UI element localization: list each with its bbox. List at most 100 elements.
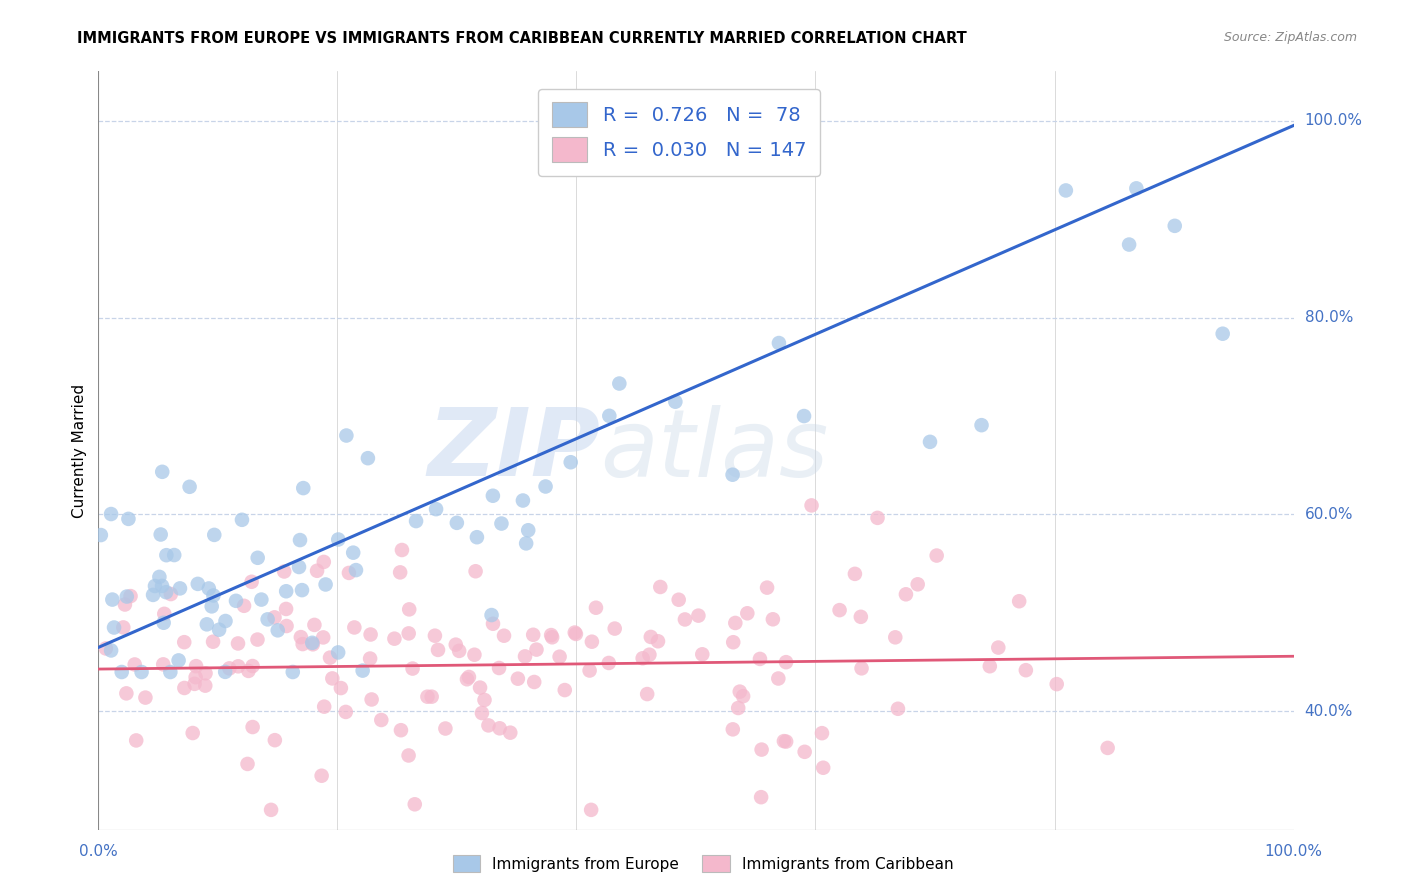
Point	[307, 564, 329, 578]
Point	[214, 614, 236, 628]
Point	[153, 607, 176, 621]
Point	[793, 409, 815, 423]
Point	[668, 592, 690, 607]
Point	[456, 672, 478, 686]
Point	[225, 594, 247, 608]
Point	[117, 512, 139, 526]
Point	[321, 672, 343, 686]
Point	[434, 722, 457, 736]
Point	[492, 629, 515, 643]
Point	[598, 656, 620, 670]
Point	[218, 661, 240, 675]
Point	[150, 579, 173, 593]
Point	[167, 653, 190, 667]
Point	[155, 585, 177, 599]
Point	[721, 723, 744, 737]
Point	[194, 679, 217, 693]
Point	[250, 592, 273, 607]
Point	[849, 610, 872, 624]
Point	[292, 481, 315, 495]
Point	[811, 726, 834, 740]
Point	[579, 803, 602, 817]
Point	[727, 701, 749, 715]
Point	[733, 689, 755, 703]
Point	[173, 635, 195, 649]
Point	[481, 608, 503, 623]
Point	[202, 589, 225, 603]
Point	[143, 579, 166, 593]
Point	[343, 620, 366, 634]
Point	[1015, 663, 1038, 677]
Point	[775, 655, 797, 669]
Point	[488, 721, 510, 735]
Point	[291, 583, 314, 598]
Point	[120, 589, 142, 603]
Point	[721, 635, 744, 649]
Point	[548, 649, 571, 664]
Point	[416, 690, 439, 704]
Point	[288, 533, 311, 547]
Point	[357, 451, 380, 466]
Point	[208, 623, 231, 637]
Point	[273, 565, 295, 579]
Point	[359, 651, 381, 665]
Point	[202, 634, 225, 648]
Point	[94, 641, 117, 656]
Point	[768, 336, 790, 351]
Point	[236, 756, 259, 771]
Point	[724, 615, 747, 630]
Legend: R =  0.726   N =  78, R =  0.030   N = 147: R = 0.726 N = 78, R = 0.030 N = 147	[538, 88, 820, 176]
Y-axis label: Currently Married: Currently Married	[72, 384, 87, 517]
Point	[474, 693, 496, 707]
Point	[650, 580, 672, 594]
Text: 40.0%: 40.0%	[1305, 704, 1353, 719]
Point	[260, 803, 283, 817]
Point	[391, 543, 413, 558]
Point	[690, 648, 713, 662]
Point	[512, 493, 534, 508]
Point	[844, 566, 866, 581]
Point	[290, 630, 312, 644]
Point	[1118, 237, 1140, 252]
Point	[585, 600, 607, 615]
Point	[1008, 594, 1031, 608]
Point	[482, 616, 505, 631]
Point	[398, 602, 420, 616]
Legend: Immigrants from Europe, Immigrants from Caribbean: Immigrants from Europe, Immigrants from …	[444, 847, 962, 880]
Point	[775, 734, 797, 748]
Point	[263, 610, 285, 624]
Point	[134, 690, 156, 705]
Point	[638, 648, 661, 662]
Point	[491, 516, 513, 531]
Point	[184, 670, 207, 684]
Point	[756, 581, 779, 595]
Point	[444, 638, 467, 652]
Point	[226, 659, 249, 673]
Point	[328, 533, 350, 547]
Point	[468, 681, 491, 695]
Point	[465, 530, 488, 544]
Point	[664, 394, 686, 409]
Point	[163, 548, 186, 562]
Point	[111, 665, 134, 679]
Point	[288, 560, 311, 574]
Point	[242, 720, 264, 734]
Point	[311, 769, 333, 783]
Point	[894, 587, 917, 601]
Point	[114, 598, 136, 612]
Point	[314, 699, 336, 714]
Point	[328, 645, 350, 659]
Point	[281, 665, 304, 679]
Point	[401, 662, 423, 676]
Point	[226, 636, 249, 650]
Point	[100, 643, 122, 657]
Point	[1046, 677, 1069, 691]
Point	[231, 513, 253, 527]
Point	[565, 627, 588, 641]
Point	[242, 659, 264, 673]
Point	[148, 570, 170, 584]
Point	[515, 536, 537, 550]
Point	[312, 631, 335, 645]
Point	[198, 582, 221, 596]
Point	[578, 664, 600, 678]
